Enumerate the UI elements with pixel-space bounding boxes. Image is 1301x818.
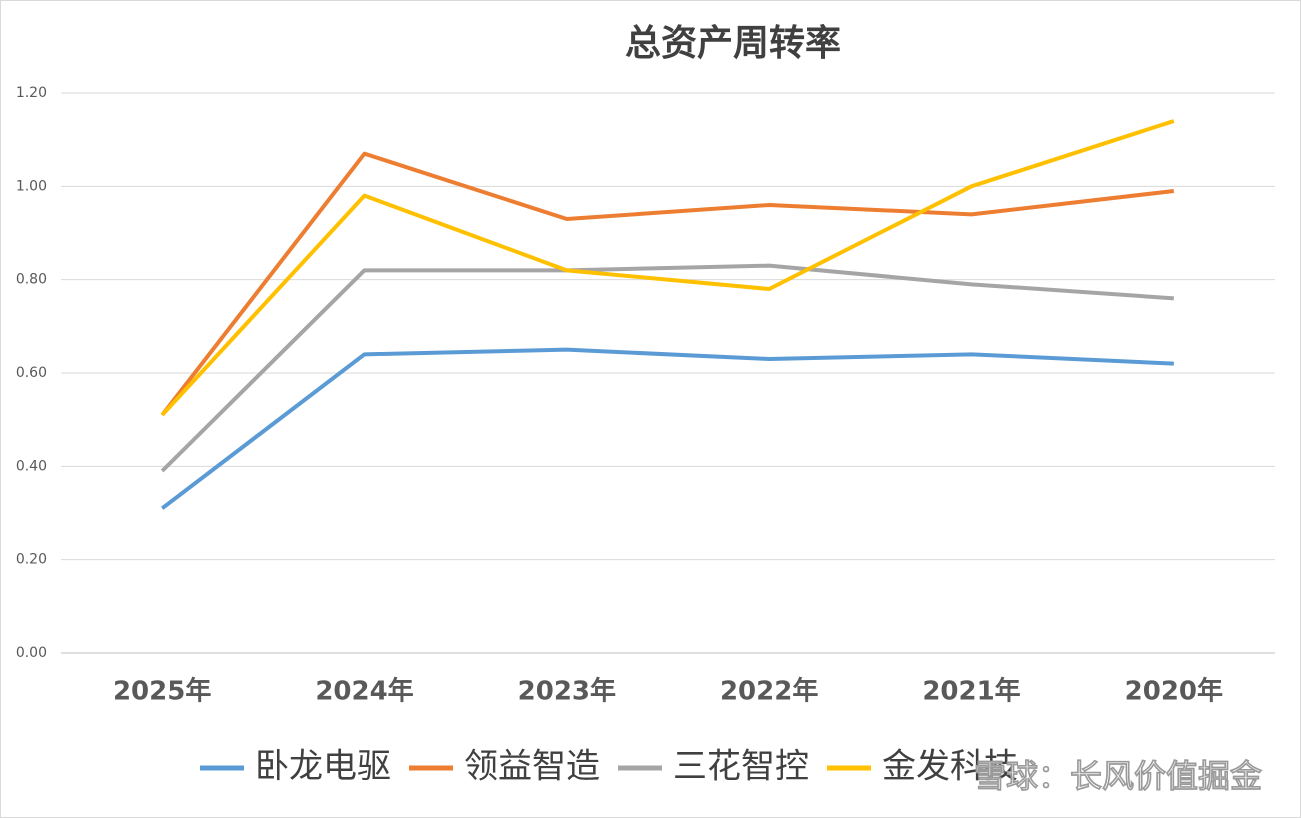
y-tick-label: 0.60	[16, 365, 47, 381]
legend-label: 金发科技	[882, 747, 1018, 787]
y-tick-label: 1.00	[16, 178, 47, 194]
series-line	[160, 347, 1174, 510]
y-tick-label: 0.40	[16, 458, 47, 474]
legend-label: 卧龙电驱	[255, 747, 391, 787]
series-line	[160, 263, 1174, 473]
x-tick-label: 2025年	[113, 676, 211, 707]
legend-label: 领益智造	[464, 747, 600, 787]
x-tick-label: 2022年	[720, 676, 818, 707]
watermark: 雪球：长风价值掘金	[974, 757, 1263, 795]
legend-label: 三花智控	[673, 747, 809, 787]
y-tick-label: 1.20	[16, 85, 47, 101]
y-tick-label: 0.00	[16, 645, 47, 661]
x-tick-label: 2024年	[315, 676, 413, 707]
x-tick-label: 2021年	[922, 676, 1020, 707]
y-tick-label: 0.80	[16, 272, 47, 288]
series-line	[160, 151, 1175, 417]
y-tick-label: 0.20	[16, 552, 47, 568]
x-tick-label: 2020年	[1125, 676, 1223, 707]
x-tick-label: 2023年	[518, 676, 616, 707]
series-line	[160, 119, 1175, 417]
chart-title: 总资产周转率	[625, 22, 841, 64]
